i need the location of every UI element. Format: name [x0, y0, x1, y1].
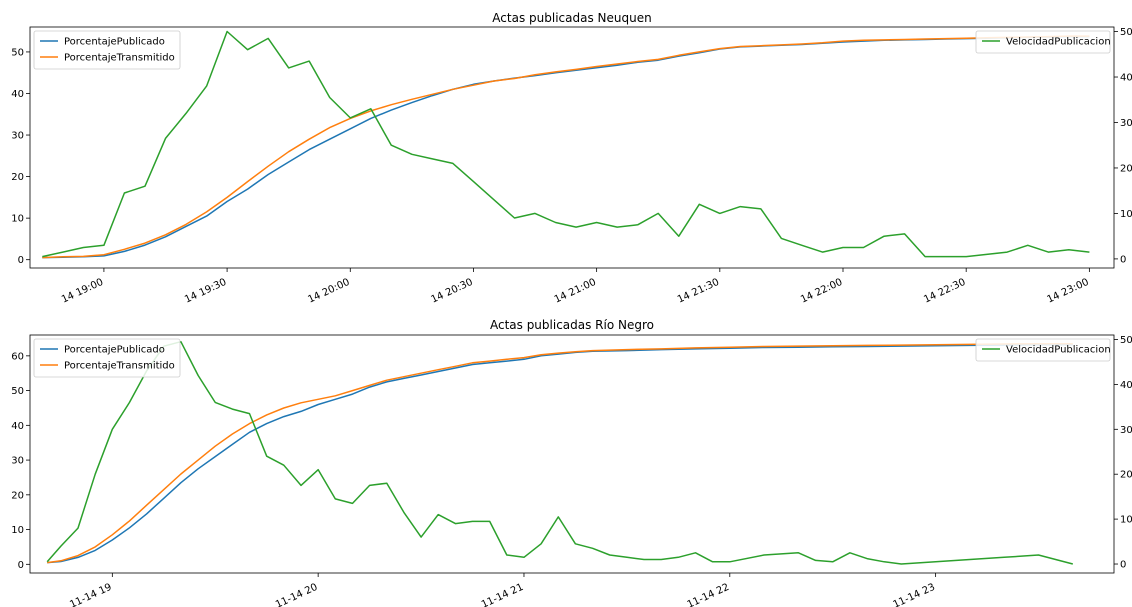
y-left-tick-label: 20 [11, 490, 24, 501]
y-left-tick-label: 60 [11, 351, 24, 362]
x-tick-label: 11-14 23 [891, 582, 936, 607]
x-tick-label: 11-14 20 [274, 582, 319, 607]
legend-label: VelocidadPublicacion [1006, 37, 1111, 48]
legend-box [33, 30, 181, 70]
chart-title: Actas publicadas Neuquen [492, 11, 651, 25]
x-tick-label: 11-14 22 [686, 582, 731, 607]
legend-box [33, 338, 181, 378]
y-left-tick-label: 50 [11, 47, 24, 58]
x-tick-label: 14 19:00 [60, 277, 105, 306]
legend-right: VelocidadPublicacion [975, 30, 1111, 54]
y-right-tick-label: 30 [1120, 425, 1132, 436]
y-left-tick-label: 20 [11, 172, 24, 183]
y-right-tick-label: 40 [1120, 73, 1132, 84]
plot-frame [29, 334, 1115, 574]
x-tick-label: 14 19:30 [183, 277, 228, 306]
y-left-tick-label: 0 [18, 255, 24, 266]
x-tick-label: 14 21:30 [676, 277, 721, 306]
y-right-tick-label: 20 [1120, 470, 1132, 481]
chart-rio-negro: Actas publicadas Río Negro 0 10 20 30 40 50 60 0… [11, 318, 1132, 607]
y-left-tick-label: 40 [11, 421, 24, 432]
x-tick-label: 11-14 21 [480, 582, 525, 607]
legend-box [975, 338, 1111, 362]
legend-label: VelocidadPublicacion [1006, 345, 1111, 356]
legend-left: PorcentajePublicado PorcentajeTransmitido [33, 30, 181, 70]
series-line-VelocidadPublicacion [42, 30, 1090, 258]
x-tick-label: 14 20:30 [430, 277, 475, 306]
y-right-tick-label: 0 [1120, 560, 1126, 571]
x-tick-label: 14 20:00 [306, 277, 351, 306]
y-right-tick-label: 10 [1120, 209, 1132, 220]
legend-box [975, 30, 1111, 54]
y-left-tick-label: 0 [18, 560, 24, 571]
x-tick-label: 14 22:30 [922, 277, 967, 306]
y-right-tick-label: 10 [1120, 515, 1132, 526]
series-line-PorcentajeTransmitido [47, 342, 1073, 564]
chart-title: Actas publicadas Río Negro [490, 318, 654, 332]
y-right-tick-label: 20 [1120, 163, 1132, 174]
y-right-tick-label: 40 [1120, 380, 1132, 391]
plot-frame [29, 26, 1115, 269]
y-left-tick-label: 30 [11, 456, 24, 467]
legend-label: PorcentajeTransmitido [64, 361, 175, 372]
y-left-tick-label: 50 [11, 386, 24, 397]
series-line-VelocidadPublicacion [46, 340, 1073, 565]
legend-left: PorcentajePublicado PorcentajeTransmitido [33, 338, 181, 378]
legend-label: PorcentajePublicado [64, 37, 165, 48]
legend-label: PorcentajePublicado [64, 345, 165, 356]
legend-right: VelocidadPublicacion [975, 338, 1111, 362]
y-right-tick-label: 30 [1120, 118, 1132, 129]
y-right-tick-label: 50 [1120, 27, 1132, 38]
y-right-tick-label: 50 [1120, 335, 1132, 346]
y-left-tick-label: 10 [11, 214, 24, 225]
x-tick-label: 14 21:00 [553, 277, 598, 306]
series-line-PorcentajePublicado [47, 343, 1073, 564]
y-left-tick-label: 10 [11, 525, 24, 536]
y-left-tick-label: 40 [11, 89, 24, 100]
y-left-tick-label: 30 [11, 131, 24, 142]
x-tick-label: 11-14 19 [68, 582, 113, 607]
x-tick-label: 14 22:00 [799, 277, 844, 306]
y-right-tick-label: 0 [1120, 254, 1126, 265]
series-line-PorcentajeTransmitido [42, 35, 1090, 259]
chart-neuquen: Actas publicadas Neuquen 0 10 20 30 40 50 0 10 20… [11, 11, 1132, 306]
x-tick-label: 14 23:00 [1045, 277, 1090, 306]
legend-label: PorcentajeTransmitido [64, 53, 175, 64]
